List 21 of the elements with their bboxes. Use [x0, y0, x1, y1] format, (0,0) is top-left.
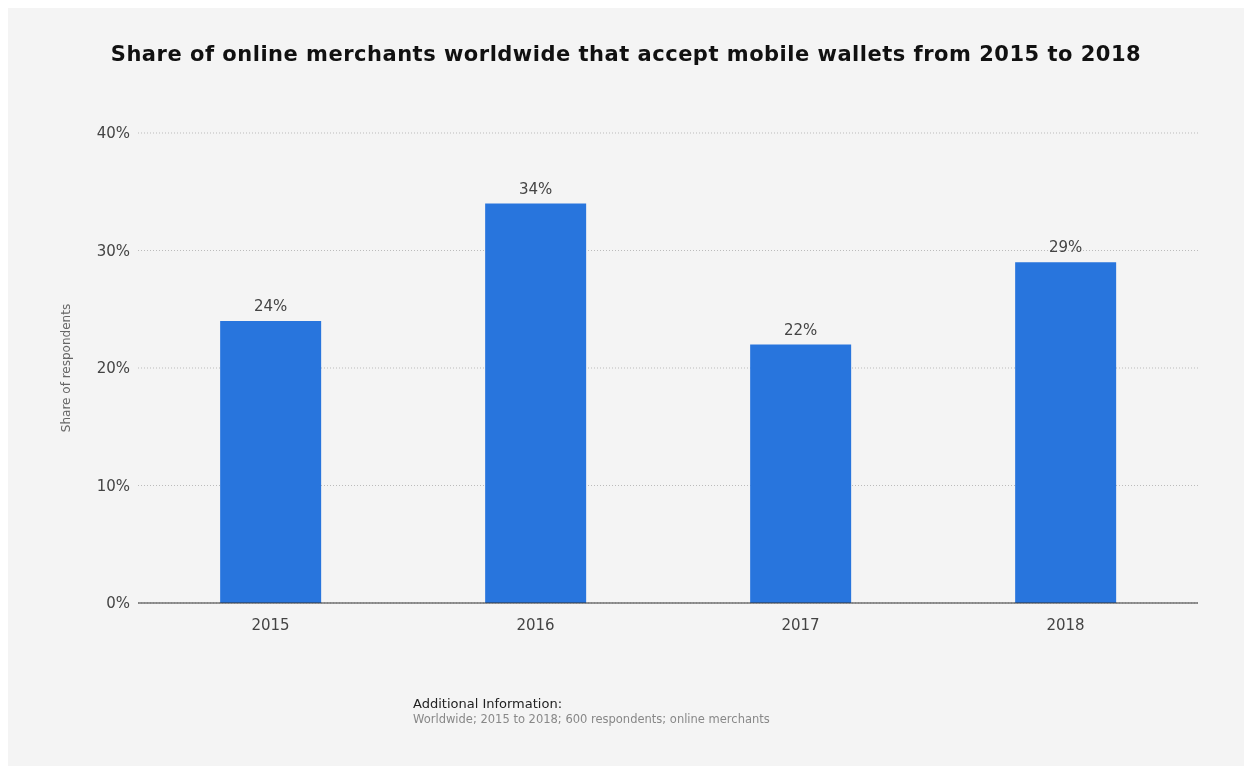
y-tick-label: 40%	[96, 124, 130, 143]
data-label: 29%	[1048, 238, 1083, 257]
y-tick-label: 30%	[96, 241, 130, 260]
y-tick-label: 0%	[106, 594, 130, 613]
y-axis-title: Share of respondents	[59, 303, 74, 433]
bar	[220, 321, 322, 603]
x-tick-label: 2018	[1046, 615, 1085, 634]
x-tick-label: 2015	[251, 615, 290, 634]
y-tick-label: 10%	[96, 476, 130, 495]
data-label: 34%	[518, 179, 553, 198]
bar	[750, 344, 852, 603]
y-tick-label: 20%	[96, 359, 130, 378]
text: Additional Information:	[413, 696, 564, 711]
text: Worldwide; 2015 to 2018; 600 respondents; online merchants	[413, 712, 770, 726]
chart-title: Share of online merchants worldwide that accept mobile wallets from 2015 to 2018	[109, 41, 1143, 68]
x-tick-label: 2016	[516, 615, 555, 634]
data-label: 24%	[253, 297, 288, 315]
bar	[485, 203, 587, 603]
bar	[1015, 262, 1117, 603]
data-label: 22%	[783, 320, 818, 339]
x-tick-label: 2017	[781, 615, 820, 634]
